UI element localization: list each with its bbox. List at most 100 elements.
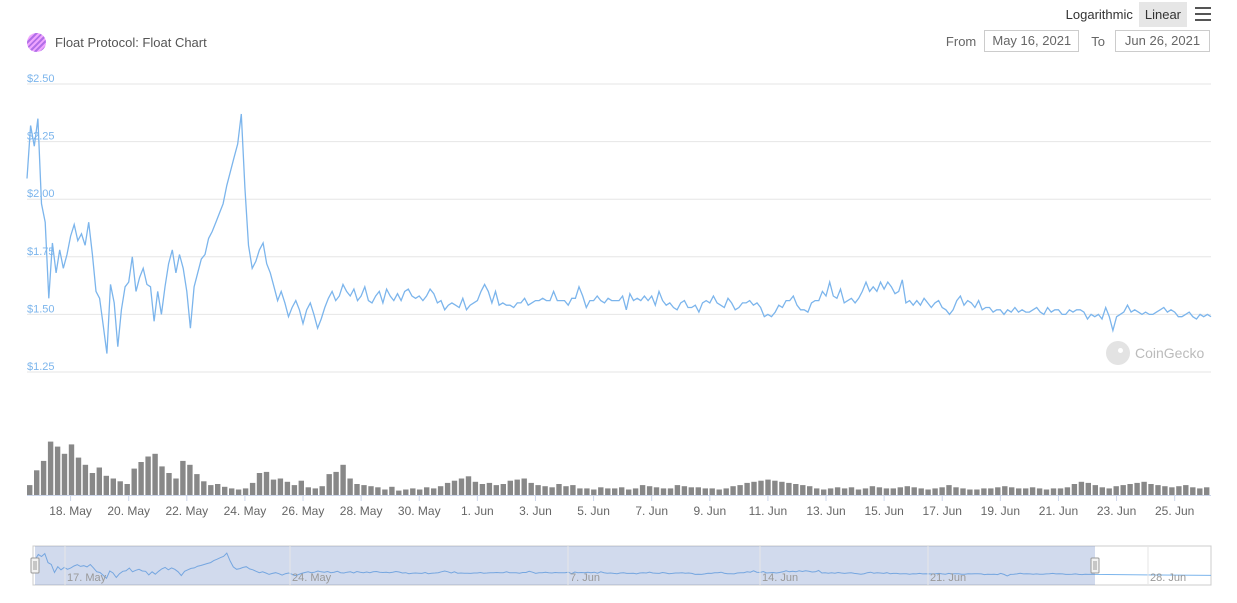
volume-bar: [911, 487, 917, 495]
x-tick-label: 1. Jun: [461, 504, 494, 518]
x-tick-label: 21. Jun: [1039, 504, 1078, 518]
volume-bar: [312, 488, 318, 495]
volume-bar: [821, 489, 827, 495]
logarithmic-scale-button[interactable]: Logarithmic: [1065, 6, 1133, 22]
x-tick-label: 5. Jun: [577, 504, 610, 518]
x-tick-label: 30. May: [398, 504, 441, 518]
x-tick-label: 17. Jun: [923, 504, 962, 518]
volume-bar: [953, 487, 959, 495]
navigator-tick-label: 7. Jun: [570, 572, 600, 584]
y-tick-label: $2.25: [27, 131, 55, 143]
hamburger-menu-icon[interactable]: [1195, 7, 1211, 21]
volume-bar: [612, 488, 618, 495]
volume-bar: [187, 464, 193, 496]
volume-bar: [305, 487, 311, 495]
x-tick-label: 22. May: [165, 504, 208, 518]
volume-bar: [229, 488, 235, 495]
volume-bar: [779, 481, 785, 495]
navigator-left-handle[interactable]: [30, 557, 40, 574]
volume-bar: [960, 488, 966, 495]
x-tick-label: 3. Jun: [519, 504, 552, 518]
volume-bar: [1099, 487, 1105, 495]
volume-bar: [1113, 486, 1119, 495]
volume-bar: [1043, 489, 1050, 495]
x-tick-label: 11. Jun: [749, 504, 787, 518]
volume-bar: [1106, 488, 1112, 495]
volume-bar: [270, 479, 277, 495]
volume-bar: [382, 489, 388, 495]
volume-bar: [68, 444, 75, 495]
volume-bar: [1016, 488, 1022, 495]
x-tick-label: 26. May: [282, 504, 325, 518]
volume-bar: [542, 486, 548, 495]
volume-bar: [417, 489, 423, 495]
volume-bar: [521, 478, 527, 495]
chart-header: Float Protocol: Float Chart: [27, 33, 207, 52]
x-tick-label: 20. May: [107, 504, 150, 518]
volume-bar: [96, 467, 102, 495]
volume-bar: [166, 473, 172, 495]
volume-bar: [786, 482, 792, 495]
price-line: [26, 113, 1212, 354]
volume-bar: [744, 482, 750, 495]
to-date-input[interactable]: Jun 26, 2021: [1115, 30, 1210, 52]
volume-bar: [841, 488, 848, 495]
volume-bar: [145, 456, 151, 495]
volume-bar: [215, 484, 221, 495]
volume-bar: [235, 489, 242, 495]
from-date-input[interactable]: May 16, 2021: [984, 30, 1080, 52]
volume-bar: [995, 487, 1001, 495]
volume-bar: [34, 470, 40, 496]
volume-bar: [1148, 484, 1154, 495]
volume-bar: [173, 478, 179, 495]
y-tick-label: $1.25: [27, 361, 55, 373]
volume-bar: [1204, 487, 1210, 495]
float-protocol-logo-icon: [27, 33, 46, 52]
volume-bar: [27, 485, 33, 495]
volume-bar: [479, 484, 486, 495]
volume-bar: [465, 476, 472, 495]
volume-bar: [493, 485, 499, 495]
volume-bar: [563, 486, 569, 495]
navigator-right-handle[interactable]: [1090, 557, 1100, 574]
chart-title: Float Protocol: Float Chart: [55, 35, 207, 50]
volume-bar: [500, 484, 506, 495]
volume-bar: [124, 484, 130, 495]
volume-bar: [1155, 485, 1161, 495]
watermark-text: CoinGecko: [1135, 345, 1205, 361]
volume-bar: [598, 487, 604, 495]
volume-bar: [1029, 487, 1036, 495]
x-tick-label: 23. Jun: [1097, 504, 1136, 518]
navigator-selected-range: [35, 546, 1095, 585]
volume-bar: [159, 466, 165, 495]
volume-bar: [1036, 488, 1043, 495]
volume-bar: [549, 487, 555, 495]
volume-bar: [925, 489, 931, 495]
volume-bar: [758, 480, 764, 495]
volume-bar: [556, 484, 562, 495]
volume-bar: [1183, 485, 1189, 495]
volume-bar: [730, 486, 736, 495]
volume-bar: [291, 485, 298, 495]
volume-bar: [208, 485, 214, 495]
volume-bar: [765, 479, 771, 495]
volume-bar: [918, 488, 924, 495]
linear-scale-button[interactable]: Linear: [1138, 1, 1187, 27]
volume-bar: [1120, 485, 1126, 495]
volume-bar: [946, 485, 952, 495]
volume-bar: [883, 488, 890, 495]
volume-bar: [1197, 488, 1203, 495]
volume-bar: [653, 487, 660, 495]
volume-bar: [103, 475, 109, 496]
volume-bar: [702, 488, 708, 495]
volume-bar: [674, 485, 681, 495]
volume-bar: [514, 479, 520, 495]
volume-bar: [1023, 488, 1029, 495]
volume-bar: [249, 482, 256, 495]
volume-bar: [737, 485, 743, 495]
volume-bar: [242, 488, 249, 495]
volume-bar: [89, 473, 96, 495]
coingecko-watermark: CoinGecko: [1106, 341, 1204, 365]
volume-bar: [180, 460, 186, 495]
